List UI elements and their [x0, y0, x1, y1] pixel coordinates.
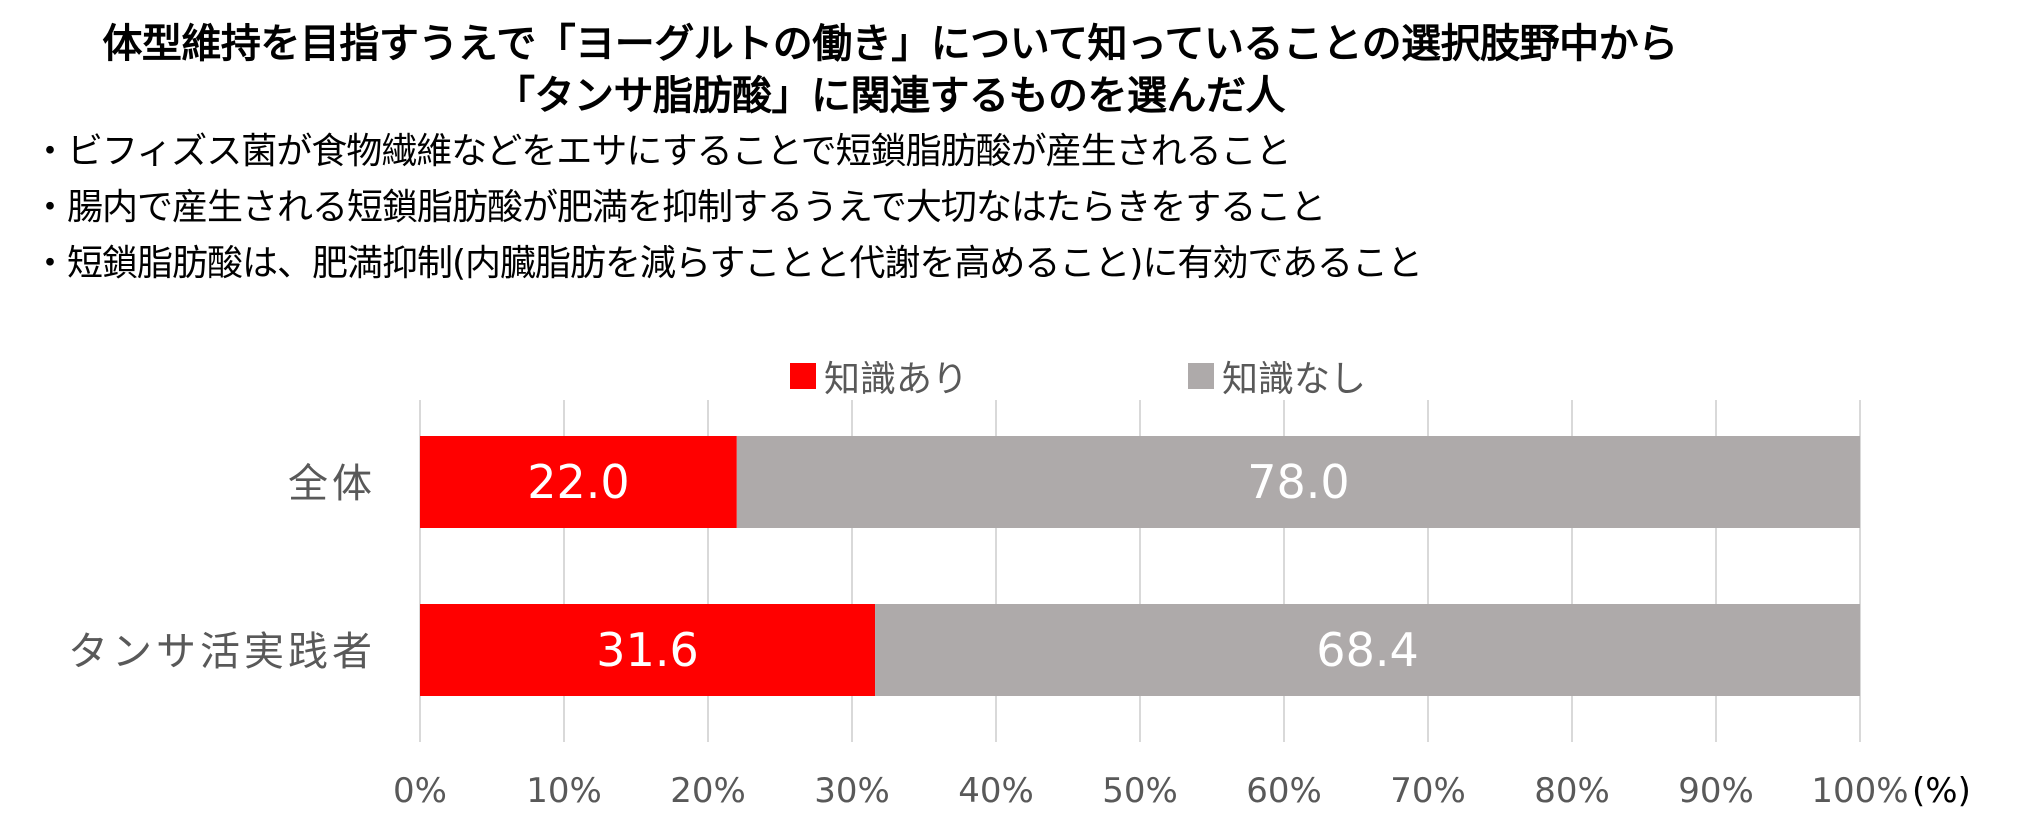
- tick-label-0: 0%: [393, 771, 447, 811]
- tick-label-40: 40%: [958, 771, 1034, 811]
- legend-item-unknown: 知識なし: [1188, 350, 1366, 402]
- legend-label-unknown: 知識なし: [1222, 359, 1367, 400]
- axis-unit-label: (%): [1912, 771, 1971, 811]
- legend-item-known: 知識あり: [790, 350, 968, 402]
- tick-label-50: 50%: [1102, 771, 1178, 811]
- labels: 22.0 78.0 全体 31.6 68.4 タンサ活実践者 0% 10% 20% 30% 40% 5…: [68, 455, 1971, 811]
- legend-swatch-unknown: [1188, 363, 1214, 389]
- bars: [420, 436, 1860, 696]
- tick-label-10: 10%: [526, 771, 602, 811]
- chart-title-line-1: 体型維持を目指すうえで「ヨーグルトの働き」について知っていることの選択肢野中から: [102, 21, 1678, 67]
- tick-label-100: 100%: [1811, 771, 1908, 811]
- bar-unknown-0: [736, 436, 1860, 528]
- legend-label-known: 知識あり: [824, 359, 969, 400]
- stacked-bar-chart: 22.0 78.0 全体 31.6 68.4 タンサ活実践者 0% 10% 20% 30% 40% 5…: [68, 400, 1971, 811]
- tick-label-60: 60%: [1246, 771, 1322, 811]
- data-label-known-1: 31.6: [596, 623, 698, 677]
- category-label-1: タンサ活実践者: [68, 629, 376, 675]
- note-item-3: 短鎖脂肪酸は、肥満抑制(内臓脂肪を減らすことと代謝を高めること)に有効であること: [32, 240, 1423, 288]
- data-label-unknown-0: 78.0: [1247, 455, 1349, 509]
- note-item-2: 腸内で産生される短鎖脂肪酸が肥満を抑制するうえで大切なはたらきをすること: [32, 184, 1326, 232]
- note-item-1: ビフィズス菌が食物繊維などをエサにすることで短鎖脂肪酸が産生されること: [32, 128, 1292, 176]
- bar-unknown-1: [875, 604, 1860, 696]
- tick-label-30: 30%: [814, 771, 890, 811]
- data-label-known-0: 22.0: [527, 455, 629, 509]
- bar-known-1: [420, 604, 876, 696]
- legend-swatch-known: [790, 363, 816, 389]
- bar-known-0: [420, 436, 737, 528]
- tick-label-20: 20%: [670, 771, 746, 811]
- chart-title-line-2: 「タンサ脂肪酸」に関連するものを選んだ人: [495, 73, 1286, 119]
- tick-label-80: 80%: [1534, 771, 1610, 811]
- category-label-0: 全体: [288, 461, 376, 507]
- data-label-unknown-1: 68.4: [1316, 623, 1418, 677]
- tick-label-90: 90%: [1678, 771, 1754, 811]
- tick-label-70: 70%: [1390, 771, 1466, 811]
